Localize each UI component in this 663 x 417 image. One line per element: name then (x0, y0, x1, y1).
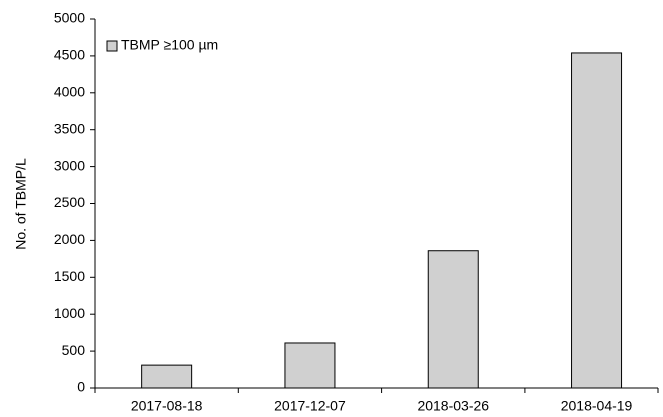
y-tick-label: 3500 (54, 120, 85, 136)
y-tick-label: 1500 (54, 268, 85, 284)
legend-label: TBMP ≥100 µm (121, 37, 218, 53)
legend-swatch (106, 40, 118, 52)
bar (427, 250, 479, 389)
bar (571, 52, 623, 389)
y-tick-label: 500 (62, 342, 86, 358)
bar (141, 364, 193, 389)
y-tick-label: 1000 (54, 305, 85, 321)
y-tick-label: 5000 (54, 10, 85, 26)
y-tick-label: 4500 (54, 47, 85, 63)
x-tick-label: 2018-03-26 (417, 398, 489, 414)
bar (284, 342, 336, 389)
y-tick-label: 2000 (54, 231, 85, 247)
x-tick-label: 2017-12-07 (274, 398, 346, 414)
x-tick-label: 2018-04-19 (561, 398, 633, 414)
y-tick-label: 4000 (54, 84, 85, 100)
y-tick-label: 3000 (54, 157, 85, 173)
y-tick-label: 2500 (54, 194, 85, 210)
y-tick-label: 0 (77, 379, 85, 395)
x-tick-label: 2017-08-18 (131, 398, 203, 414)
y-axis-label: No. of TBMP/L (13, 158, 29, 250)
